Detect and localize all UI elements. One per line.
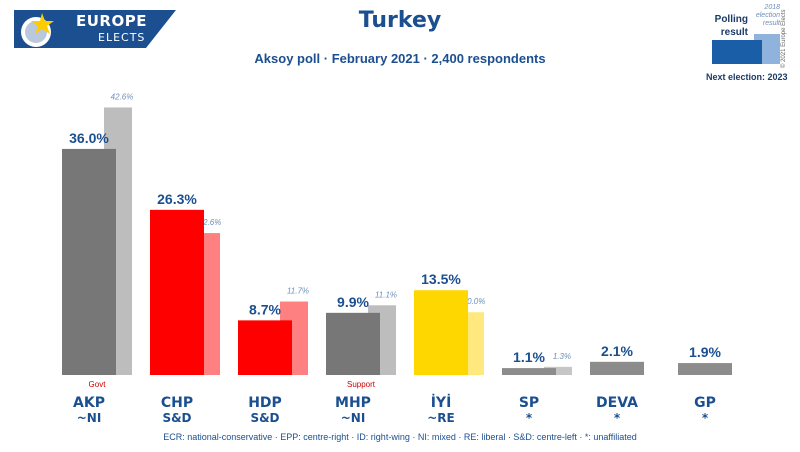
label-poll-iyi: 13.5% (421, 271, 461, 287)
category-label-gp: GP (694, 395, 716, 411)
chart-title: Turkey (358, 8, 442, 33)
legend-swatch-icon (712, 34, 780, 64)
label-previous-hdp: 11.7% (287, 287, 309, 296)
tag-akp: Govt (89, 380, 107, 389)
label-previous-sp: 1.3% (553, 352, 571, 361)
label-poll-chp: 26.3% (157, 191, 197, 207)
label-previous-iyi: 10.0% (463, 297, 486, 306)
label-previous-akp: 42.6% (111, 92, 134, 101)
group-label-chp: S&D (162, 411, 191, 425)
legend: Polling result 2018 election result © 20… (702, 4, 792, 96)
label-poll-akp: 36.0% (69, 130, 109, 146)
group-label-gp: * (702, 411, 709, 425)
category-label-sp: SP (519, 395, 539, 411)
logo-banner-icon (14, 10, 176, 48)
legend-polling-label: Polling result (714, 14, 748, 38)
category-label-iyi: İYİ (431, 394, 452, 411)
label-previous-mhp: 11.1% (375, 290, 397, 299)
group-label-mhp: ~NI (341, 411, 366, 425)
bar-poll-mhp (326, 312, 380, 375)
group-label-iyi: ~RE (427, 411, 455, 425)
bar-poll-iyi (414, 290, 468, 375)
bar-previous-sp (544, 366, 572, 375)
bar-poll-akp (62, 148, 116, 375)
group-label-akp: ~NI (77, 411, 102, 425)
category-label-deva: DEVA (596, 395, 638, 411)
category-label-mhp: MHP (335, 395, 371, 411)
category-label-chp: CHP (161, 395, 193, 411)
chart-subtitle: Aksoy poll · February 2021 · 2,400 respo… (254, 51, 546, 66)
europe-elects-logo: EUROPE ELECTS (14, 10, 176, 48)
category-label-akp: AKP (73, 395, 105, 411)
label-poll-deva: 2.1% (601, 343, 633, 359)
group-label-hdp: S&D (250, 411, 279, 425)
legend-next-election: Next election: 2023 (706, 72, 788, 82)
legend-previous-label: 2018 election result (755, 4, 780, 27)
bar-poll-chp (150, 209, 204, 375)
logo-text-europe: EUROPE (76, 12, 147, 30)
logo-text-elects: ELECTS (98, 31, 146, 44)
bar-poll-sp (502, 368, 556, 375)
bar-poll-deva (590, 361, 644, 375)
group-label-deva: * (614, 411, 621, 425)
label-poll-sp: 1.1% (513, 349, 545, 365)
tag-mhp: Support (347, 380, 376, 389)
label-poll-hdp: 8.7% (249, 301, 281, 317)
footnote: ECR: national-conservative · EPP: centre… (163, 432, 637, 442)
bar-poll-hdp (238, 320, 292, 375)
label-poll-gp: 1.9% (689, 344, 721, 360)
group-label-sp: * (526, 411, 533, 425)
label-previous-chp: 22.6% (198, 218, 222, 227)
bar-poll-gp (678, 363, 732, 375)
category-label-hdp: HDP (248, 395, 282, 411)
label-poll-mhp: 9.9% (337, 294, 369, 310)
